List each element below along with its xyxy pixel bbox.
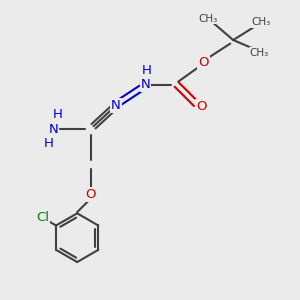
Text: CH₃: CH₃: [250, 47, 269, 58]
Text: O: O: [198, 56, 209, 69]
Text: H: H: [44, 137, 54, 150]
Text: CH₃: CH₃: [252, 17, 271, 27]
Text: H: H: [53, 108, 63, 122]
Text: H: H: [142, 64, 152, 77]
Text: Cl: Cl: [36, 211, 49, 224]
Text: O: O: [196, 100, 207, 113]
Text: N: N: [141, 78, 150, 91]
Text: N: N: [49, 123, 58, 136]
Text: CH₃: CH₃: [198, 14, 218, 24]
Text: O: O: [85, 188, 96, 201]
Text: N: N: [111, 99, 121, 112]
